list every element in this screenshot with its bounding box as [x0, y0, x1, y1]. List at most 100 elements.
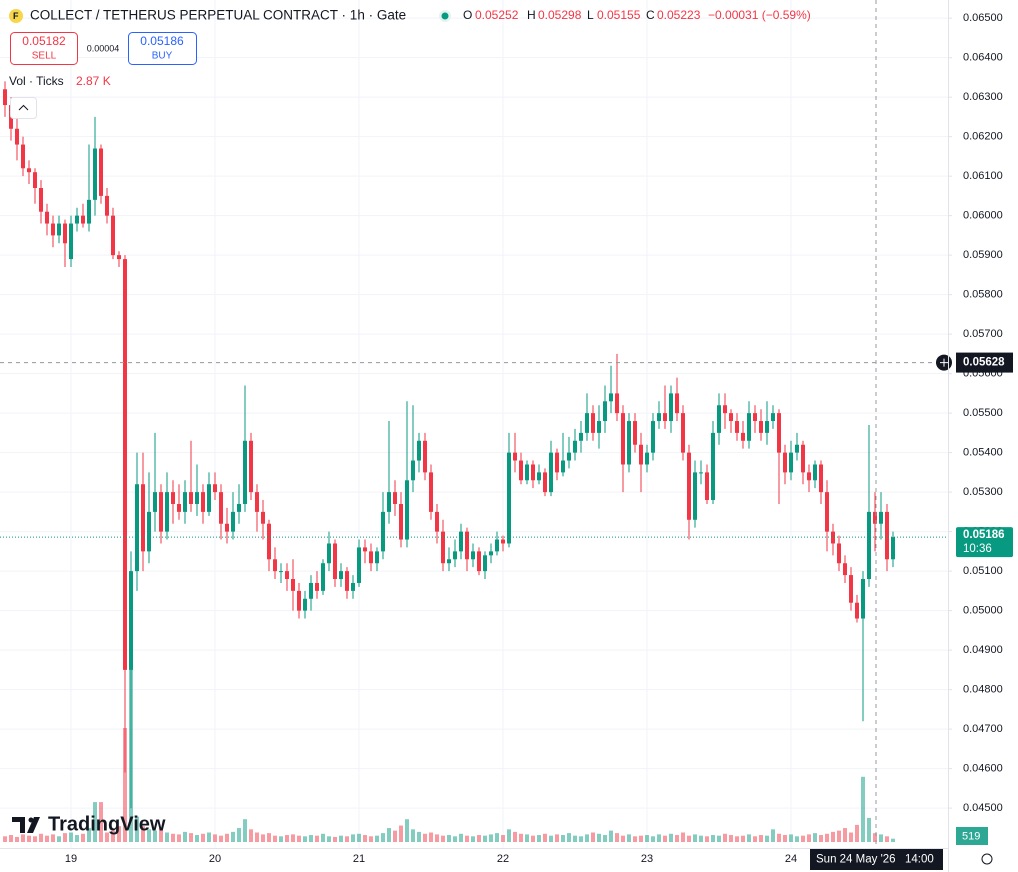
- volume-bar: [435, 834, 439, 842]
- volume-bar: [15, 836, 19, 842]
- volume-bar: [459, 833, 463, 842]
- candle-body: [63, 223, 67, 244]
- volume-bar: [87, 828, 91, 842]
- legend-l: 0.05155: [597, 8, 641, 22]
- collapse-button[interactable]: [10, 97, 37, 119]
- candle-body: [555, 452, 559, 473]
- volume-bar: [369, 836, 373, 842]
- volume-bar: [327, 836, 331, 842]
- volume-bar: [543, 833, 547, 842]
- volume-bar: [303, 836, 307, 842]
- last-price-label: 0.05186: [963, 529, 1005, 541]
- candle-body: [567, 452, 571, 461]
- volume-bar: [771, 829, 775, 842]
- candle-body: [573, 440, 577, 453]
- volume-bar: [795, 836, 799, 842]
- candle-body: [453, 551, 457, 560]
- volume-bar: [639, 835, 643, 842]
- grid-layer: 0.04500 0.04600 0.04700 0.04800 0.04900 0.050…: [0, 0, 1003, 865]
- volume-bar: [783, 835, 787, 842]
- volume-bar: [441, 835, 445, 842]
- candle-body: [195, 492, 199, 504]
- candle-body: [687, 452, 691, 520]
- volume-bar: [789, 834, 793, 842]
- candle-body: [51, 223, 55, 236]
- volume-bar: [45, 835, 49, 842]
- candle-body: [699, 472, 703, 474]
- volume-bar: [147, 829, 151, 842]
- volume-bar: [747, 834, 751, 842]
- volume-bar: [39, 833, 43, 842]
- volume-bar: [51, 834, 55, 842]
- candle-body: [339, 571, 343, 580]
- volume-legend-label: Vol · Ticks: [9, 74, 64, 88]
- candle-body: [327, 543, 331, 564]
- candle-body: [225, 523, 229, 532]
- candle-body: [369, 551, 373, 564]
- volume-bar: [561, 835, 565, 842]
- volume-bar: [495, 833, 499, 842]
- volume-bar: [573, 835, 577, 842]
- volume-bar: [879, 834, 883, 842]
- candle-body: [39, 188, 43, 212]
- candle-body: [825, 492, 829, 532]
- legend-c-label: C: [646, 8, 655, 22]
- crosshair-plus-icon: [940, 358, 948, 367]
- candle-body: [471, 551, 475, 560]
- candle-body: [525, 464, 529, 481]
- candle-body: [765, 421, 769, 433]
- volume-bar: [849, 832, 853, 842]
- volume-bar: [363, 835, 367, 842]
- legend-h-label: H: [527, 8, 536, 22]
- candle-body: [885, 511, 889, 560]
- candle-body: [735, 421, 739, 433]
- candle-body: [759, 421, 763, 433]
- last-price-box: [956, 527, 1013, 558]
- symbol-title[interactable]: COLLECT / TETHERUS PERPETUAL CONTRACT · …: [30, 8, 406, 23]
- volume-bar: [27, 835, 31, 842]
- candle-body: [561, 460, 565, 473]
- volume-bar: [69, 832, 73, 842]
- candle-body: [117, 255, 121, 260]
- volume-bar: [177, 834, 181, 842]
- volume-bar: [339, 835, 343, 842]
- x-tick-label: 19: [65, 853, 77, 865]
- volume-bar: [867, 817, 871, 842]
- candle-body: [483, 555, 487, 572]
- sell-button[interactable]: [10, 32, 78, 65]
- volume-bar: [135, 816, 139, 842]
- volume-bar: [249, 829, 253, 842]
- volume-bar: [201, 833, 205, 842]
- crosshair-date: Sun 24 May '26: [816, 854, 896, 866]
- candle-body: [837, 543, 841, 564]
- volume-bar: [711, 835, 715, 842]
- volume-bar: [387, 828, 391, 842]
- settings-icon[interactable]: [981, 853, 993, 865]
- legend-c: 0.05223: [657, 8, 701, 22]
- candle-body: [873, 511, 877, 524]
- volume-bar: [663, 835, 667, 842]
- collapse-icon: [18, 104, 29, 111]
- volume-bar: [765, 835, 769, 842]
- candle-body: [753, 413, 757, 422]
- volume-bar: [513, 831, 517, 842]
- y-tick-label: 0.06300: [963, 91, 1003, 103]
- volume-bar: [429, 832, 433, 842]
- candle-body: [549, 452, 553, 493]
- candle-body: [513, 452, 517, 461]
- candle-body: [213, 484, 217, 493]
- candle-body: [441, 531, 445, 564]
- buy-button[interactable]: [128, 32, 197, 65]
- y-tick-label: 0.04500: [963, 802, 1003, 814]
- symbol-icon: [9, 9, 23, 23]
- candle-body: [645, 452, 649, 465]
- candle-body: [891, 537, 895, 560]
- candle-body: [651, 421, 655, 453]
- x-tick-label: 24: [785, 853, 797, 865]
- candle-body: [231, 511, 235, 532]
- legend-o: 0.05252: [475, 8, 519, 22]
- candle-body: [423, 440, 427, 473]
- volume-bar: [291, 834, 295, 842]
- volume-bar: [243, 819, 247, 842]
- y-tick-label: 0.06400: [963, 52, 1003, 64]
